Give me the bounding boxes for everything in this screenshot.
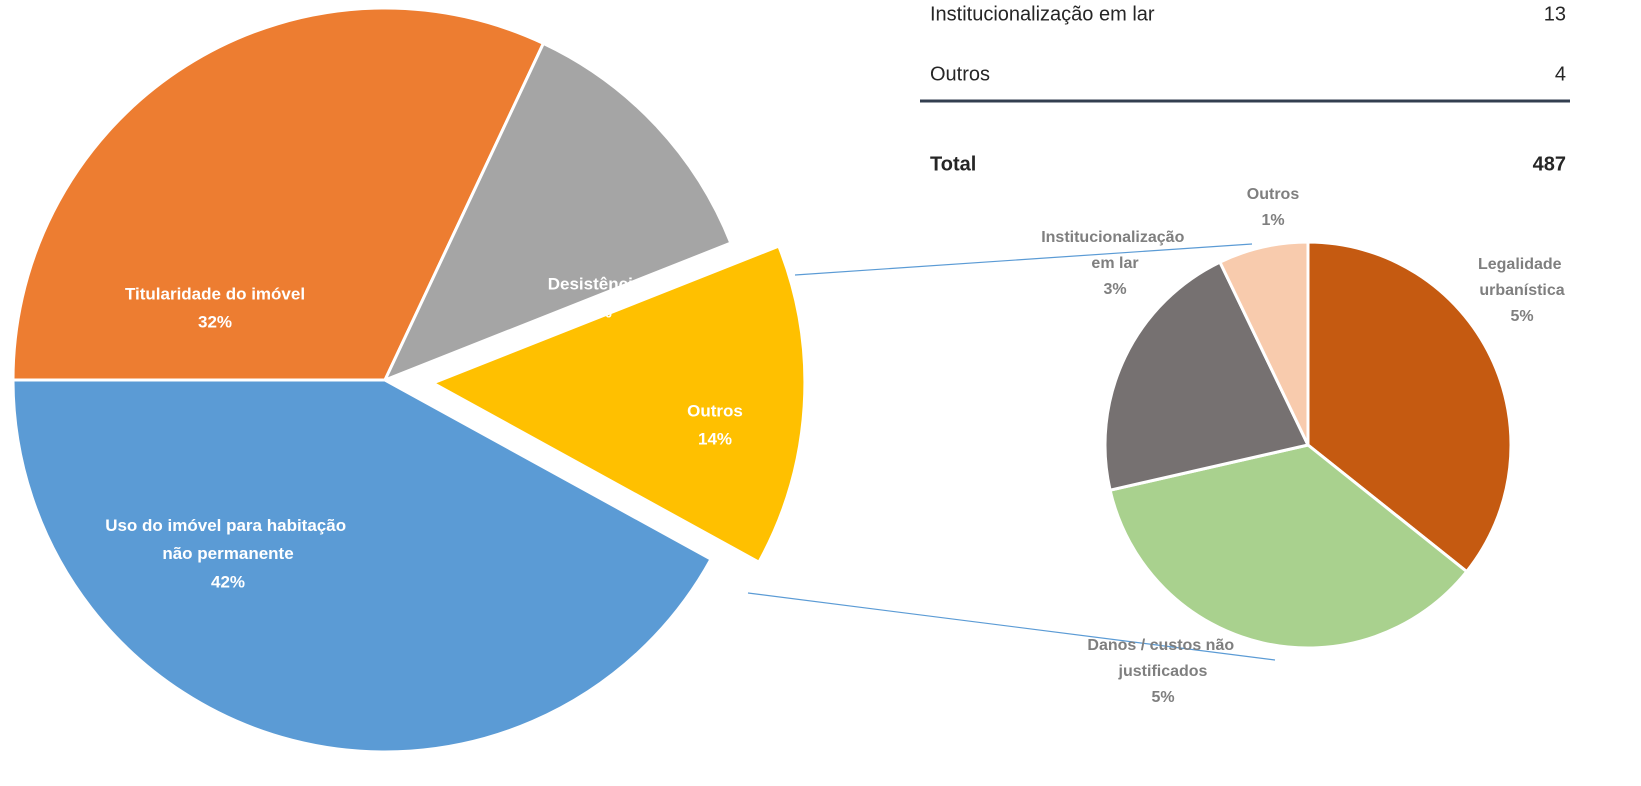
- table-cell: Institucionalização em lar: [930, 3, 1155, 25]
- pie-slice: [1217, 240, 1310, 446]
- slice-label: Desistência: [548, 274, 643, 293]
- slice-label: Institucionalização em lar: [1041, 229, 1189, 272]
- connector-line: [747, 592, 1276, 661]
- pie-slice: [11, 6, 546, 382]
- slice-value-label: 1%: [1261, 212, 1284, 229]
- slice-value-label: 12%: [578, 302, 612, 321]
- pie-slice: [382, 41, 733, 383]
- slice-value-label: 5%: [1151, 689, 1174, 706]
- slice-label: Uso do imóvel para habitação não permane…: [105, 516, 351, 563]
- slice-label: Legalidade urbanística: [1478, 256, 1566, 299]
- pie-slice: [1306, 240, 1513, 574]
- slice-label: Outros: [1247, 186, 1300, 203]
- pie-slice: [1108, 443, 1469, 650]
- slice-value-label: 3%: [1103, 281, 1126, 298]
- connector-line: [794, 243, 1253, 276]
- slice-label: Titularidade do imóvel: [125, 284, 305, 303]
- table-cell: 13: [1544, 3, 1566, 25]
- slice-value-label: 42%: [211, 572, 245, 591]
- table-total: Total: [930, 153, 976, 175]
- slice-value-label: 14%: [698, 429, 732, 448]
- slice-value-label: 5%: [1510, 308, 1533, 325]
- pie-slice: [429, 244, 807, 565]
- pie-slice: [1103, 260, 1311, 492]
- table-cell: 4: [1555, 63, 1566, 85]
- slice-label: Danos / custos não justificados: [1087, 637, 1238, 680]
- slice-value-label: 32%: [198, 312, 232, 331]
- pie-slice: [11, 378, 714, 754]
- table-total: 487: [1533, 153, 1566, 175]
- table-cell: Outros: [930, 63, 990, 85]
- slice-label: Outros: [687, 401, 743, 420]
